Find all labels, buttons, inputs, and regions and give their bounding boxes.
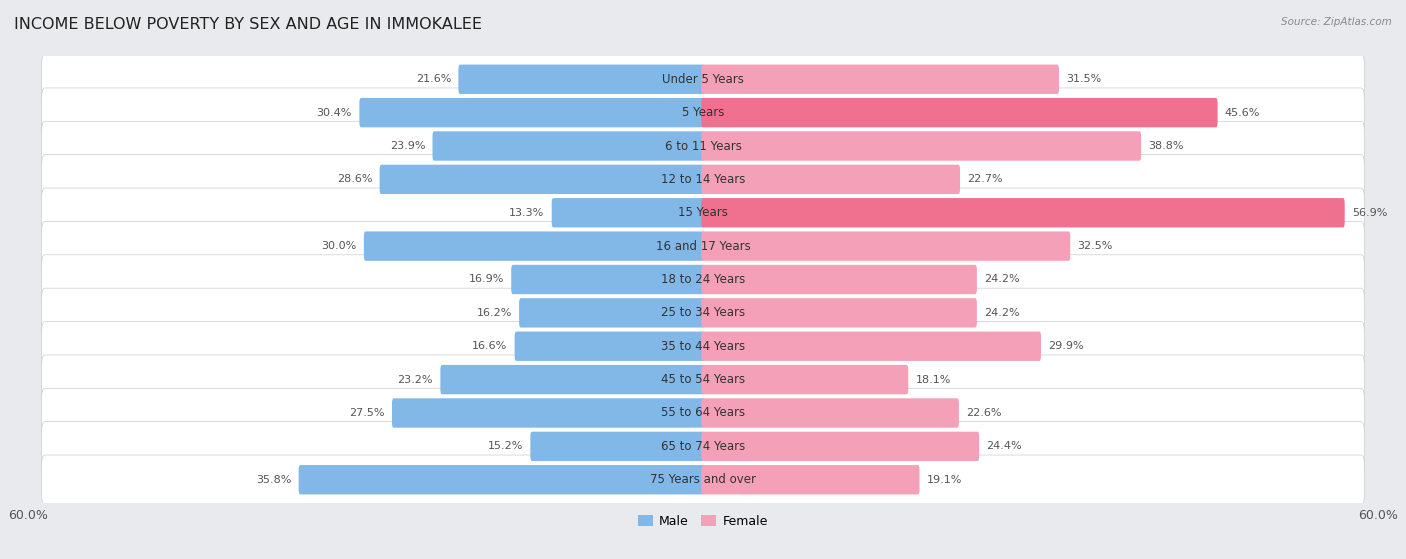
Text: Source: ZipAtlas.com: Source: ZipAtlas.com bbox=[1281, 17, 1392, 27]
FancyBboxPatch shape bbox=[702, 265, 977, 294]
FancyBboxPatch shape bbox=[42, 389, 1364, 438]
Text: 6 to 11 Years: 6 to 11 Years bbox=[665, 140, 741, 153]
FancyBboxPatch shape bbox=[42, 288, 1364, 338]
FancyBboxPatch shape bbox=[702, 298, 977, 328]
FancyBboxPatch shape bbox=[515, 331, 704, 361]
Text: INCOME BELOW POVERTY BY SEX AND AGE IN IMMOKALEE: INCOME BELOW POVERTY BY SEX AND AGE IN I… bbox=[14, 17, 482, 32]
Text: 22.7%: 22.7% bbox=[967, 174, 1002, 184]
FancyBboxPatch shape bbox=[702, 331, 1040, 361]
Text: 16 and 17 Years: 16 and 17 Years bbox=[655, 240, 751, 253]
FancyBboxPatch shape bbox=[42, 55, 1364, 104]
Text: 23.9%: 23.9% bbox=[389, 141, 425, 151]
FancyBboxPatch shape bbox=[551, 198, 704, 228]
Text: 22.6%: 22.6% bbox=[966, 408, 1001, 418]
Text: 16.2%: 16.2% bbox=[477, 308, 512, 318]
FancyBboxPatch shape bbox=[702, 131, 1142, 160]
Text: 28.6%: 28.6% bbox=[337, 174, 373, 184]
Text: Under 5 Years: Under 5 Years bbox=[662, 73, 744, 86]
FancyBboxPatch shape bbox=[702, 65, 1059, 94]
Text: 13.3%: 13.3% bbox=[509, 208, 544, 218]
FancyBboxPatch shape bbox=[42, 321, 1364, 371]
Text: 30.0%: 30.0% bbox=[322, 241, 357, 251]
Text: 23.2%: 23.2% bbox=[398, 375, 433, 385]
Text: 55 to 64 Years: 55 to 64 Years bbox=[661, 406, 745, 419]
FancyBboxPatch shape bbox=[42, 188, 1364, 238]
FancyBboxPatch shape bbox=[42, 355, 1364, 404]
Text: 38.8%: 38.8% bbox=[1149, 141, 1184, 151]
FancyBboxPatch shape bbox=[702, 465, 920, 494]
FancyBboxPatch shape bbox=[702, 432, 979, 461]
FancyBboxPatch shape bbox=[512, 265, 704, 294]
FancyBboxPatch shape bbox=[42, 421, 1364, 471]
Text: 45.6%: 45.6% bbox=[1225, 108, 1260, 117]
Text: 18.1%: 18.1% bbox=[915, 375, 950, 385]
Text: 24.4%: 24.4% bbox=[987, 442, 1022, 451]
FancyBboxPatch shape bbox=[702, 231, 1070, 261]
Text: 21.6%: 21.6% bbox=[416, 74, 451, 84]
FancyBboxPatch shape bbox=[702, 98, 1218, 127]
Text: 32.5%: 32.5% bbox=[1077, 241, 1114, 251]
FancyBboxPatch shape bbox=[702, 165, 960, 194]
Text: 16.9%: 16.9% bbox=[468, 274, 503, 285]
Text: 31.5%: 31.5% bbox=[1066, 74, 1101, 84]
FancyBboxPatch shape bbox=[42, 255, 1364, 304]
FancyBboxPatch shape bbox=[702, 399, 959, 428]
Text: 18 to 24 Years: 18 to 24 Years bbox=[661, 273, 745, 286]
FancyBboxPatch shape bbox=[42, 455, 1364, 504]
FancyBboxPatch shape bbox=[702, 365, 908, 394]
Text: 35 to 44 Years: 35 to 44 Years bbox=[661, 340, 745, 353]
Text: 75 Years and over: 75 Years and over bbox=[650, 473, 756, 486]
Text: 27.5%: 27.5% bbox=[349, 408, 385, 418]
FancyBboxPatch shape bbox=[530, 432, 704, 461]
Text: 65 to 74 Years: 65 to 74 Years bbox=[661, 440, 745, 453]
Text: 19.1%: 19.1% bbox=[927, 475, 962, 485]
FancyBboxPatch shape bbox=[42, 88, 1364, 138]
Legend: Male, Female: Male, Female bbox=[633, 510, 773, 533]
Text: 29.9%: 29.9% bbox=[1049, 341, 1084, 351]
FancyBboxPatch shape bbox=[702, 198, 1344, 228]
FancyBboxPatch shape bbox=[364, 231, 704, 261]
Text: 45 to 54 Years: 45 to 54 Years bbox=[661, 373, 745, 386]
FancyBboxPatch shape bbox=[433, 131, 704, 160]
FancyBboxPatch shape bbox=[42, 155, 1364, 204]
Text: 25 to 34 Years: 25 to 34 Years bbox=[661, 306, 745, 319]
FancyBboxPatch shape bbox=[440, 365, 704, 394]
Text: 30.4%: 30.4% bbox=[316, 108, 352, 117]
Text: 15 Years: 15 Years bbox=[678, 206, 728, 219]
FancyBboxPatch shape bbox=[519, 298, 704, 328]
Text: 56.9%: 56.9% bbox=[1353, 208, 1388, 218]
FancyBboxPatch shape bbox=[298, 465, 704, 494]
FancyBboxPatch shape bbox=[380, 165, 704, 194]
Text: 5 Years: 5 Years bbox=[682, 106, 724, 119]
Text: 15.2%: 15.2% bbox=[488, 442, 523, 451]
FancyBboxPatch shape bbox=[42, 221, 1364, 271]
FancyBboxPatch shape bbox=[458, 65, 704, 94]
FancyBboxPatch shape bbox=[42, 121, 1364, 170]
Text: 16.6%: 16.6% bbox=[472, 341, 508, 351]
FancyBboxPatch shape bbox=[360, 98, 704, 127]
Text: 24.2%: 24.2% bbox=[984, 274, 1019, 285]
FancyBboxPatch shape bbox=[392, 399, 704, 428]
Text: 12 to 14 Years: 12 to 14 Years bbox=[661, 173, 745, 186]
Text: 35.8%: 35.8% bbox=[256, 475, 291, 485]
Text: 24.2%: 24.2% bbox=[984, 308, 1019, 318]
